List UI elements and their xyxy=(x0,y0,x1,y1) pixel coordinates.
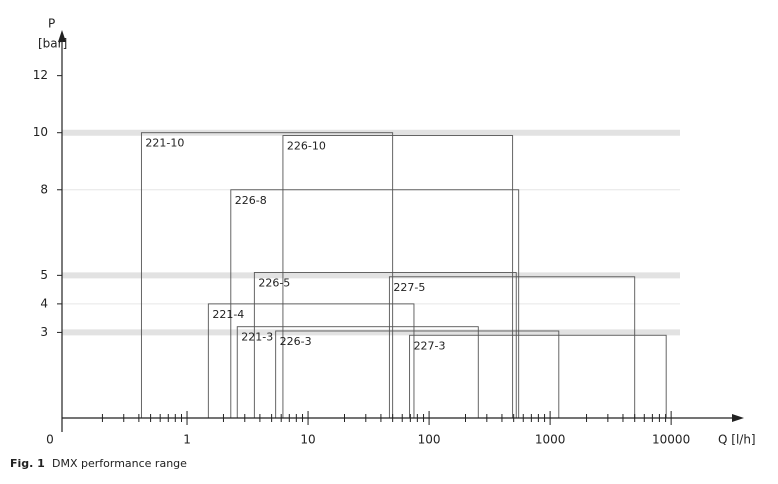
box-label: 226-5 xyxy=(258,277,290,290)
range-box xyxy=(409,334,667,419)
y-axis-arrow xyxy=(58,30,66,42)
y-tick-label: 4 xyxy=(40,296,48,310)
y-tick-label: 3 xyxy=(40,325,48,339)
x-tick-label: 10000 xyxy=(652,433,690,447)
box-label: 221-4 xyxy=(212,308,244,321)
caption-number: Fig. 1 xyxy=(10,457,45,470)
x-axis-arrow xyxy=(732,414,744,422)
box-label: 226-10 xyxy=(287,140,326,153)
box-label: 221-3 xyxy=(241,331,273,344)
x-axis-label: Q [l/h] xyxy=(718,433,756,447)
x-tick-label: 100 xyxy=(418,433,441,447)
origin-label: 0 xyxy=(46,433,54,447)
x-tick-label: 10 xyxy=(300,433,315,447)
caption: DMX performance range xyxy=(52,457,187,470)
y-tick-label: 8 xyxy=(40,182,48,196)
y-axis-label: P xyxy=(48,17,55,31)
y-tick-label: 5 xyxy=(40,268,48,282)
range-box xyxy=(207,303,415,419)
box-label: 221-10 xyxy=(145,137,184,150)
y-tick-label: 10 xyxy=(33,125,48,139)
box-label: 227-3 xyxy=(414,339,446,352)
x-tick-label: 1 xyxy=(183,433,191,447)
x-tick-label: 1000 xyxy=(535,433,566,447)
box-label: 226-3 xyxy=(280,335,312,348)
box-label: 227-5 xyxy=(393,281,425,294)
box-label: 226-8 xyxy=(235,194,267,207)
y-tick-label: 12 xyxy=(33,68,48,82)
